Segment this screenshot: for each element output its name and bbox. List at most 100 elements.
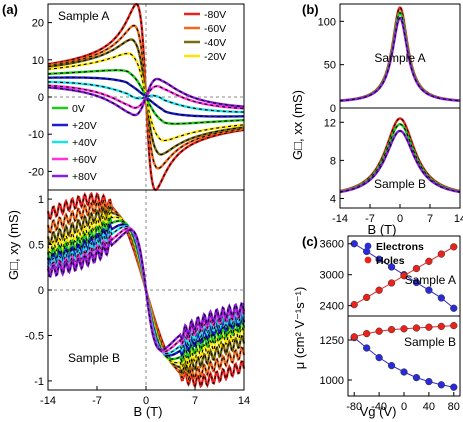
c-top-point-Holes <box>450 243 458 251</box>
b-bottom-fit-+80V <box>339 130 461 193</box>
legend-label-+60V: +60V <box>72 154 97 166</box>
b-bottom-x-tick-label: 14 <box>454 213 463 225</box>
a-top-y-tick-label: -10 <box>28 129 44 141</box>
c-bottom-sample-label: Sample B <box>404 335 456 349</box>
b-bottom-x-tick-label: -14 <box>332 213 348 225</box>
c-top-point-Electrons <box>425 286 433 294</box>
a-top-y-tick-label: 10 <box>32 55 44 67</box>
c-xlabel: Vg (V) <box>360 404 397 419</box>
legend-label-+40V: +40V <box>72 137 97 149</box>
legend-label-0V: 0V <box>72 103 85 115</box>
b-top-y-tick-label: 100 <box>318 16 336 28</box>
a-bottom-x-tick-label: -14 <box>40 395 56 407</box>
panel-label-a: (a) <box>2 2 18 17</box>
panel-label-b: (b) <box>302 2 319 17</box>
c-legend-marker-Holes <box>364 256 372 264</box>
c-top-y-tick-label: 3600 <box>320 239 344 251</box>
b-bottom-x-tick-label: 7 <box>427 213 433 225</box>
c-bottom-point-Electrons <box>375 353 383 362</box>
c-bottom-point-Holes <box>400 325 408 333</box>
a-bottom-y-tick-label: -1 <box>34 376 44 388</box>
a-bottom-fit--20V <box>47 211 245 369</box>
a-top-fit--40V <box>47 38 245 156</box>
a-top-fit-+60V <box>47 84 245 110</box>
c-bottom-x-tick-label: 80 <box>448 401 460 413</box>
a-top-fit--20V <box>47 52 245 142</box>
b-bottom-x-tick-label: -7 <box>365 213 375 225</box>
c-bottom-point-Electrons <box>387 361 396 370</box>
a-bottom-y-tick-label: -0.5 <box>25 330 44 342</box>
c-top-sample-label: Sample A <box>405 273 456 287</box>
a-top-fit-0V <box>47 69 245 125</box>
c-bottom-point-Holes <box>387 325 396 334</box>
c-bottom-x-tick-label: -40 <box>371 401 387 413</box>
b-bottom-y-tick-label: 8 <box>330 155 336 167</box>
b-top-y-tick-label: 50 <box>324 60 336 72</box>
c-bottom-point-Holes <box>450 321 458 330</box>
a-bottom-y-tick-label: 1 <box>38 194 44 206</box>
c-bottom-y-tick-label: 1000 <box>320 375 344 387</box>
c-top-point-Holes <box>400 272 408 280</box>
c-top-point-Holes <box>425 257 433 265</box>
c-bottom-point-Electrons <box>425 377 433 386</box>
c-top-point-Electrons <box>412 278 421 287</box>
a-bottom-x-tick-label: 14 <box>238 395 250 407</box>
legend-label--60V: -60V <box>204 23 226 35</box>
c-top-point-Electrons <box>387 263 396 271</box>
c-top-point-Electrons <box>375 255 383 263</box>
b-bottom-fit-0V <box>339 123 461 192</box>
c-legend-label-Holes: Holes <box>376 255 405 267</box>
b-bottom-y-tick-label: 12 <box>324 117 336 129</box>
legend-label-+20V: +20V <box>72 120 97 132</box>
legend-label-+80V: +80V <box>72 171 97 183</box>
c-bottom-point-Holes <box>375 327 383 335</box>
b-top-y-tick-label: 0 <box>330 103 336 115</box>
c-bottom-point-Electrons <box>450 383 458 391</box>
a-top-sample-label: Sample A <box>58 9 109 23</box>
legend-label--20V: -20V <box>204 51 226 63</box>
c-bottom-x-tick-label: -80 <box>346 401 362 413</box>
b-bottom-x-tick-label: 0 <box>397 213 403 225</box>
c-top-point-Electrons <box>450 304 458 312</box>
c-bottom-point-Electrons <box>412 373 421 382</box>
c-bottom-point-Electrons <box>363 344 371 352</box>
a-top-y-tick-label: -20 <box>28 166 44 178</box>
a-bottom-x-tick-label: -7 <box>92 395 102 407</box>
a-top-fit-+80V <box>47 78 245 116</box>
a-top-y-tick-label: 20 <box>32 18 44 30</box>
a-bottom-sample-label: Sample B <box>68 351 120 365</box>
b-bottom-sample-label: Sample B <box>374 177 426 191</box>
c-top-point-Holes <box>412 264 421 273</box>
c-bottom-point-Holes <box>437 322 445 331</box>
b-top-fit-+80V <box>339 17 461 102</box>
c-top-point-Holes <box>350 300 358 309</box>
c-bottom-x-tick-label: 40 <box>423 401 435 413</box>
c-bottom-x-tick-label: 0 <box>401 401 407 413</box>
b-xlabel: B (T) <box>368 222 397 237</box>
a-bottom-y-tick-label: 0 <box>38 285 44 297</box>
c-top-point-Holes <box>437 250 445 258</box>
c-legend-label-Electrons: Electrons <box>376 241 424 253</box>
a-bottom-y-tick-label: 0.5 <box>29 240 44 252</box>
a-xlabel: B (T) <box>134 404 163 419</box>
panel-label-c: (c) <box>302 234 318 249</box>
legend-label--80V: -80V <box>204 9 226 21</box>
a-bottom-x-tick-label: 0 <box>143 395 149 407</box>
c-top-point-Electrons <box>437 294 445 302</box>
a-bottom-x-tick-label: 7 <box>192 395 198 407</box>
c-top-y-tick-label: 3000 <box>320 270 344 282</box>
a-ylabel: G□, xy (mS) <box>6 210 21 280</box>
a-top-fit-+40V <box>48 81 244 113</box>
c-bottom-point-Holes <box>350 333 358 341</box>
a-bottom-fit-+80V <box>47 229 245 351</box>
c-bottom-y-tick-label: 1250 <box>320 335 344 347</box>
c-bottom-point-Holes <box>425 323 433 331</box>
c-ylabel: μ (cm² V⁻¹s⁻¹) <box>292 287 307 370</box>
c-legend-marker-Electrons <box>364 242 372 250</box>
c-top-point-Holes <box>387 279 396 287</box>
c-top-y-tick-label: 2400 <box>320 301 344 313</box>
c-bottom-point-Holes <box>363 329 371 338</box>
b-bottom-y-tick-label: 4 <box>330 193 336 205</box>
c-bottom-point-Electrons <box>400 368 408 376</box>
